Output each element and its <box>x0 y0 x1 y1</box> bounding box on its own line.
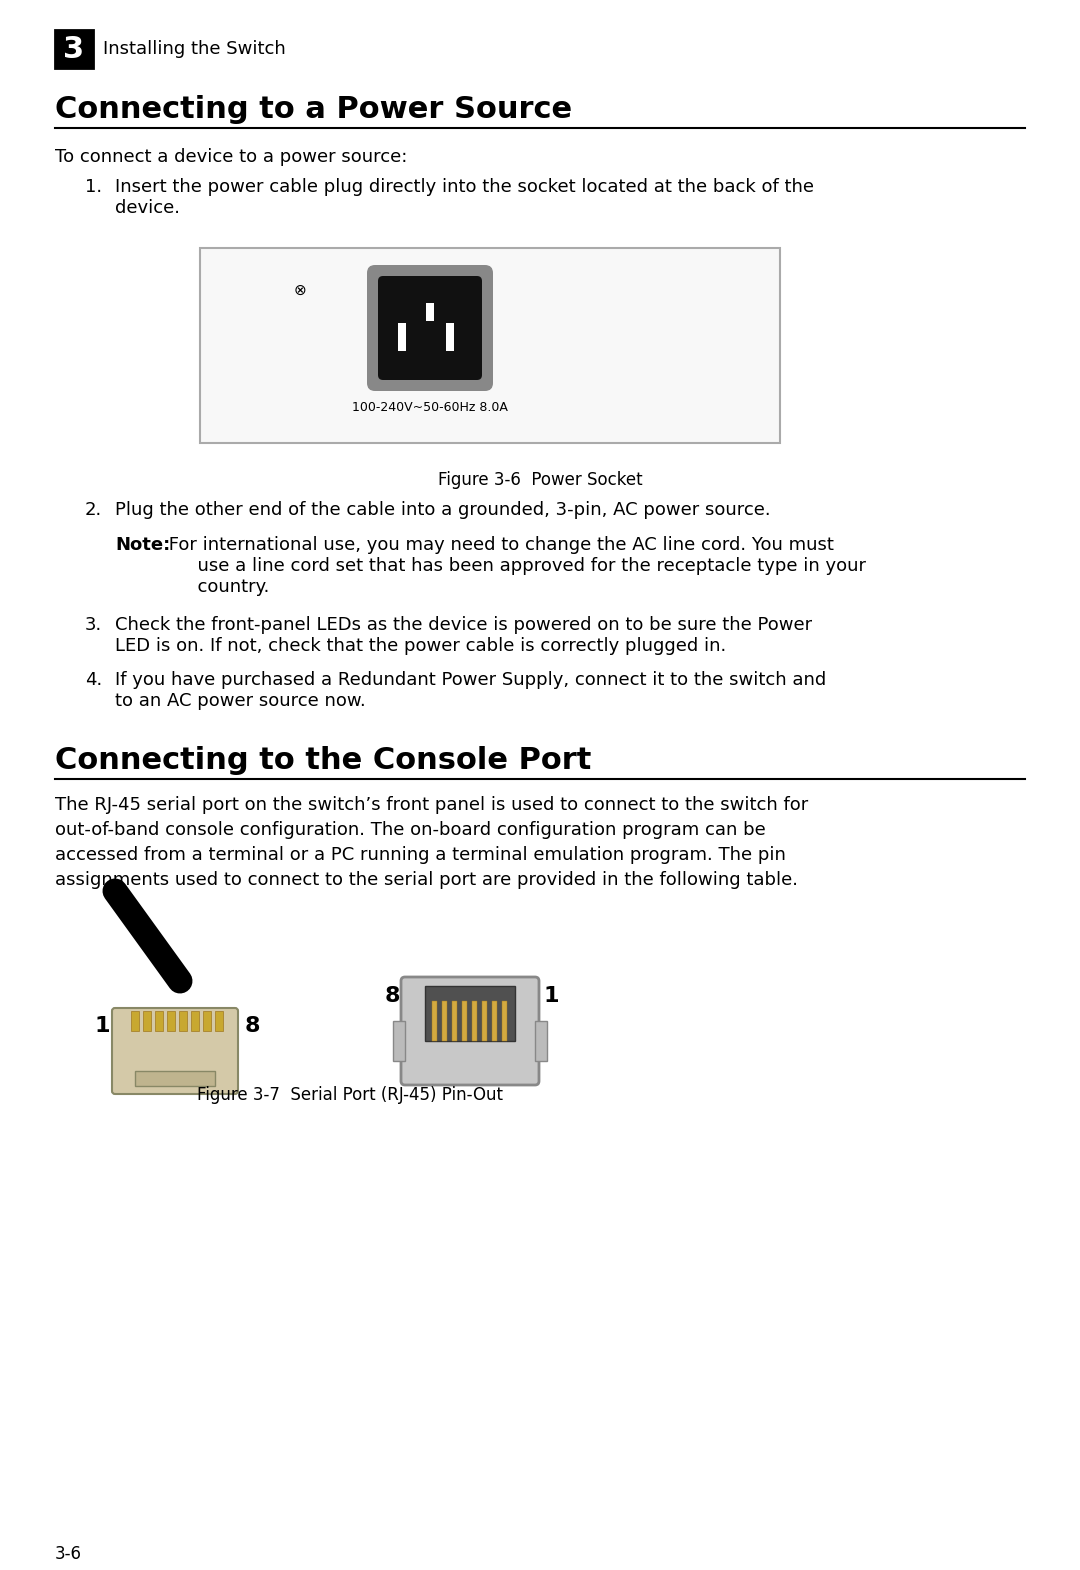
Text: Connecting to the Console Port: Connecting to the Console Port <box>55 746 592 776</box>
FancyBboxPatch shape <box>112 1008 238 1094</box>
Text: Installing the Switch: Installing the Switch <box>103 39 286 58</box>
Bar <box>453 1002 457 1041</box>
Text: 8: 8 <box>384 986 400 1006</box>
Bar <box>156 1011 163 1031</box>
Bar <box>143 1011 151 1031</box>
Bar <box>200 248 780 443</box>
Text: 100-240V~50-60Hz 8.0A: 100-240V~50-60Hz 8.0A <box>352 400 508 414</box>
Bar <box>446 323 454 352</box>
Text: 1: 1 <box>95 1016 110 1036</box>
Bar <box>215 1011 222 1031</box>
Bar <box>462 1002 467 1041</box>
FancyBboxPatch shape <box>401 977 539 1085</box>
Bar <box>432 1002 437 1041</box>
Text: 3: 3 <box>64 35 84 63</box>
Text: Connecting to a Power Source: Connecting to a Power Source <box>55 96 572 124</box>
Bar <box>482 1002 487 1041</box>
FancyBboxPatch shape <box>378 276 482 380</box>
Bar <box>55 30 93 68</box>
Text: 3-6: 3-6 <box>55 1545 82 1564</box>
Text: 8: 8 <box>245 1016 260 1036</box>
Bar <box>426 303 434 320</box>
Text: Figure 3-7  Serial Port (RJ-45) Pin-Out: Figure 3-7 Serial Port (RJ-45) Pin-Out <box>197 1086 503 1104</box>
Text: The RJ-45 serial port on the switch’s front panel is used to connect to the swit: The RJ-45 serial port on the switch’s fr… <box>55 796 808 889</box>
Text: 4.: 4. <box>85 670 103 689</box>
Bar <box>535 1020 546 1061</box>
Text: To connect a device to a power source:: To connect a device to a power source: <box>55 148 407 166</box>
Bar <box>131 1011 139 1031</box>
Bar <box>203 1011 211 1031</box>
Text: Note:: Note: <box>114 535 171 554</box>
Bar <box>135 1071 215 1086</box>
Bar <box>472 1002 477 1041</box>
Text: 1.: 1. <box>85 177 103 196</box>
Text: For international use, you may need to change the AC line cord. You must
      u: For international use, you may need to c… <box>163 535 866 595</box>
Text: If you have purchased a Redundant Power Supply, connect it to the switch and
to : If you have purchased a Redundant Power … <box>114 670 826 710</box>
Bar <box>492 1002 497 1041</box>
Bar <box>442 1002 447 1041</box>
Text: Insert the power cable plug directly into the socket located at the back of the
: Insert the power cable plug directly int… <box>114 177 814 217</box>
Text: Plug the other end of the cable into a grounded, 3-pin, AC power source.: Plug the other end of the cable into a g… <box>114 501 771 520</box>
Bar <box>426 986 515 1041</box>
Text: Figure 3-6  Power Socket: Figure 3-6 Power Socket <box>437 471 643 488</box>
Bar <box>179 1011 187 1031</box>
Text: 3.: 3. <box>85 615 103 634</box>
Bar <box>399 323 406 352</box>
Text: ⊗: ⊗ <box>294 283 307 298</box>
Text: Check the front-panel LEDs as the device is powered on to be sure the Power
LED : Check the front-panel LEDs as the device… <box>114 615 812 655</box>
FancyBboxPatch shape <box>367 265 492 391</box>
Text: 1: 1 <box>543 986 558 1006</box>
Bar <box>191 1011 199 1031</box>
Bar <box>393 1020 405 1061</box>
Bar <box>502 1002 507 1041</box>
Bar <box>167 1011 175 1031</box>
Text: 2.: 2. <box>85 501 103 520</box>
